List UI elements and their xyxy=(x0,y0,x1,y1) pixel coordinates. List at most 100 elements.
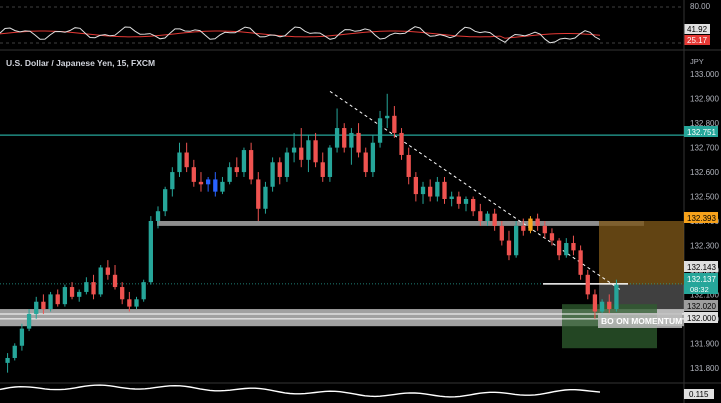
candle-body-25 xyxy=(184,152,189,168)
candle-body-51 xyxy=(370,142,376,173)
candle-body-11 xyxy=(84,282,89,292)
candle-body-47 xyxy=(342,128,347,148)
candle-body-15 xyxy=(112,274,118,288)
candle-body-34 xyxy=(248,150,254,180)
candle-body-33 xyxy=(241,150,247,173)
candle-body-62 xyxy=(449,196,454,199)
badge-last-text: 132.143 xyxy=(687,263,716,272)
price-tick-4: 132.600 xyxy=(690,168,719,177)
price-tick-0: 133.000 xyxy=(690,70,719,79)
badge-last xyxy=(684,261,718,272)
candle-body-26 xyxy=(191,167,196,182)
price-badges: 132.751 132.393 132.143 132.137 08:32 13… xyxy=(684,126,718,323)
candle-body-44 xyxy=(320,162,325,177)
resistance-zone xyxy=(157,221,644,226)
candle-body-82 xyxy=(592,294,598,312)
candle-body-56 xyxy=(406,154,411,177)
candle-body-78 xyxy=(564,243,569,256)
candle-body-61 xyxy=(442,181,447,199)
annotation-box xyxy=(598,313,682,328)
candle-body-23 xyxy=(170,172,175,190)
zones xyxy=(0,90,684,349)
candle-body-43 xyxy=(313,140,318,163)
candle-body-39 xyxy=(284,152,290,177)
candle-body-57 xyxy=(413,176,419,195)
badge-top-line xyxy=(684,126,718,137)
candle-body-14 xyxy=(105,267,111,275)
candle-body-9 xyxy=(69,287,75,297)
candle-body-13 xyxy=(98,267,103,295)
badge-zone-top xyxy=(684,212,718,223)
osc-value-red-badge xyxy=(684,35,710,45)
candle-body-18 xyxy=(134,299,139,307)
candle-body-68 xyxy=(492,213,497,226)
candle-body-42 xyxy=(306,140,311,160)
candle-body-6 xyxy=(48,294,53,310)
osc-value-white: 41.92 xyxy=(687,25,708,34)
candles xyxy=(5,93,619,373)
bottom-oscillator-pane: 0.115 xyxy=(0,384,714,399)
bottom-oscillator-value: 0.115 xyxy=(689,390,709,399)
candle-body-2 xyxy=(19,328,25,346)
candle-body-22 xyxy=(163,189,168,212)
candle-body-10 xyxy=(77,291,82,297)
badge-floor xyxy=(684,312,718,323)
candle-body-21 xyxy=(155,211,161,221)
candle-body-45 xyxy=(327,147,333,177)
candle-body-52 xyxy=(377,118,383,143)
candle-body-8 xyxy=(62,287,68,305)
candle-body-64 xyxy=(463,198,469,204)
oscillator-pane: 80.00 41.92 25.17 xyxy=(0,2,711,45)
candle-body-3 xyxy=(26,313,32,329)
candle-body-77 xyxy=(556,240,562,256)
candle-body-27 xyxy=(198,181,204,185)
candle-body-79 xyxy=(571,243,576,251)
candle-body-69 xyxy=(499,225,504,241)
candle-body-28 xyxy=(205,179,211,185)
candle-body-40 xyxy=(291,147,297,153)
candle-body-35 xyxy=(256,179,261,209)
badge-current xyxy=(684,273,718,294)
candle-body-5 xyxy=(41,301,46,310)
price-tick-7: 132.300 xyxy=(690,241,719,250)
candle-body-80 xyxy=(578,250,583,275)
candle-body-46 xyxy=(334,128,340,148)
candle-body-31 xyxy=(227,167,232,182)
candle-body-53 xyxy=(385,115,390,119)
candle-body-48 xyxy=(349,132,354,148)
candle-body-30 xyxy=(220,181,225,192)
axis-unit: JPY xyxy=(690,57,704,66)
support-zone xyxy=(0,309,684,327)
candle-body-24 xyxy=(177,152,182,173)
oscillator-main-line xyxy=(0,26,601,44)
candle-body-41 xyxy=(299,147,304,160)
price-tick-2: 132.800 xyxy=(690,119,719,128)
candle-body-58 xyxy=(420,186,426,195)
badge-zone-low xyxy=(684,300,718,311)
candle-body-29 xyxy=(213,179,218,192)
candle-body-72 xyxy=(521,225,526,231)
candle-body-7 xyxy=(55,294,60,305)
candle-body-36 xyxy=(263,186,268,209)
candle-body-4 xyxy=(34,301,39,314)
bottom-oscillator-badge xyxy=(684,389,714,399)
candle-body-1 xyxy=(12,345,17,358)
candle-body-73 xyxy=(528,218,533,231)
price-tick-1: 132.900 xyxy=(690,95,719,104)
price-tick-5: 132.500 xyxy=(690,193,719,202)
badge-top-line-text: 132.751 xyxy=(687,128,716,137)
badge-zone-top-text: 132.393 xyxy=(687,214,716,223)
candle-body-16 xyxy=(120,287,125,300)
candle-body-83 xyxy=(599,301,605,312)
candle-body-38 xyxy=(277,162,282,177)
candle-body-32 xyxy=(234,167,239,173)
candle-body-37 xyxy=(270,162,275,187)
candle-body-76 xyxy=(549,233,555,241)
badge-zone-low-text: 132.020 xyxy=(687,302,716,311)
candle-body-81 xyxy=(585,274,590,295)
candle-body-84 xyxy=(607,301,612,310)
candle-body-59 xyxy=(428,186,433,197)
osc-value-red: 25.17 xyxy=(687,36,708,45)
